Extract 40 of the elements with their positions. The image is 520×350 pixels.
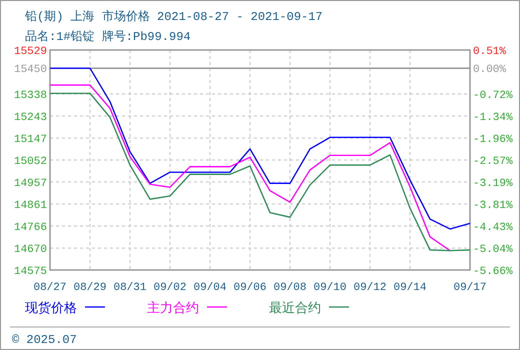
y-tick-label: 15529 — [14, 46, 47, 58]
x-tick-label: 09/02 — [153, 282, 187, 294]
y-tick-label: 15243 — [14, 112, 47, 124]
y2-tick-label: -4.43% — [473, 222, 514, 234]
x-tick-label: 09/17 — [453, 282, 487, 294]
x-tick-label: 09/12 — [353, 282, 387, 294]
x-tick-label: 09/10 — [313, 282, 347, 294]
x-tick-label: 08/29 — [73, 282, 107, 294]
y-tick-label: 15147 — [14, 134, 47, 146]
y-tick-label: 15450 — [14, 64, 47, 76]
x-tick-label: 09/06 — [233, 282, 267, 294]
y2-tick-label: -3.81% — [473, 200, 514, 212]
y-tick-label: 15338 — [14, 90, 47, 102]
y2-tick-label: -5.04% — [473, 244, 514, 256]
text: © 2025.07 — [12, 333, 77, 347]
line-series — [49, 68, 471, 230]
y2-tick-label: -3.19% — [473, 178, 514, 190]
y-tick-label: 15052 — [14, 156, 47, 168]
y2-tick-label: -1.96% — [473, 134, 514, 146]
y-tick-label: 14957 — [14, 178, 47, 190]
x-tick-label: 08/27 — [33, 282, 67, 294]
x-tick-label: 09/04 — [193, 282, 227, 294]
y2-tick-label: -5.66% — [473, 266, 514, 278]
legend-label: 现货价格 — [25, 301, 77, 316]
x-tick-label: 09/14 — [393, 282, 427, 294]
y2-tick-label: -1.34% — [473, 112, 514, 124]
y-tick-label: 14670 — [14, 244, 47, 256]
y-tick-label: 14766 — [14, 222, 47, 234]
y2-tick-label: -2.57% — [473, 156, 514, 168]
x-tick-label: 09/08 — [273, 282, 307, 294]
chart-subtitle: 品名:1#铅锭 牌号:Pb99.994 — [25, 30, 191, 44]
y2-tick-label: 0.51% — [473, 46, 506, 58]
y-tick-label: 14861 — [14, 200, 48, 212]
chart-title: 铅(期) 上海 市场价格 2021-08-27 - 2021-09-17 — [24, 9, 323, 24]
y2-tick-label: 0.00% — [473, 64, 506, 76]
legend-label: 主力合约 — [147, 300, 199, 316]
legend-label: 最近合约 — [269, 301, 321, 316]
x-tick-label: 08/31 — [113, 282, 147, 294]
y2-tick-label: -0.72% — [473, 90, 514, 102]
y-tick-label: 14575 — [14, 266, 47, 278]
